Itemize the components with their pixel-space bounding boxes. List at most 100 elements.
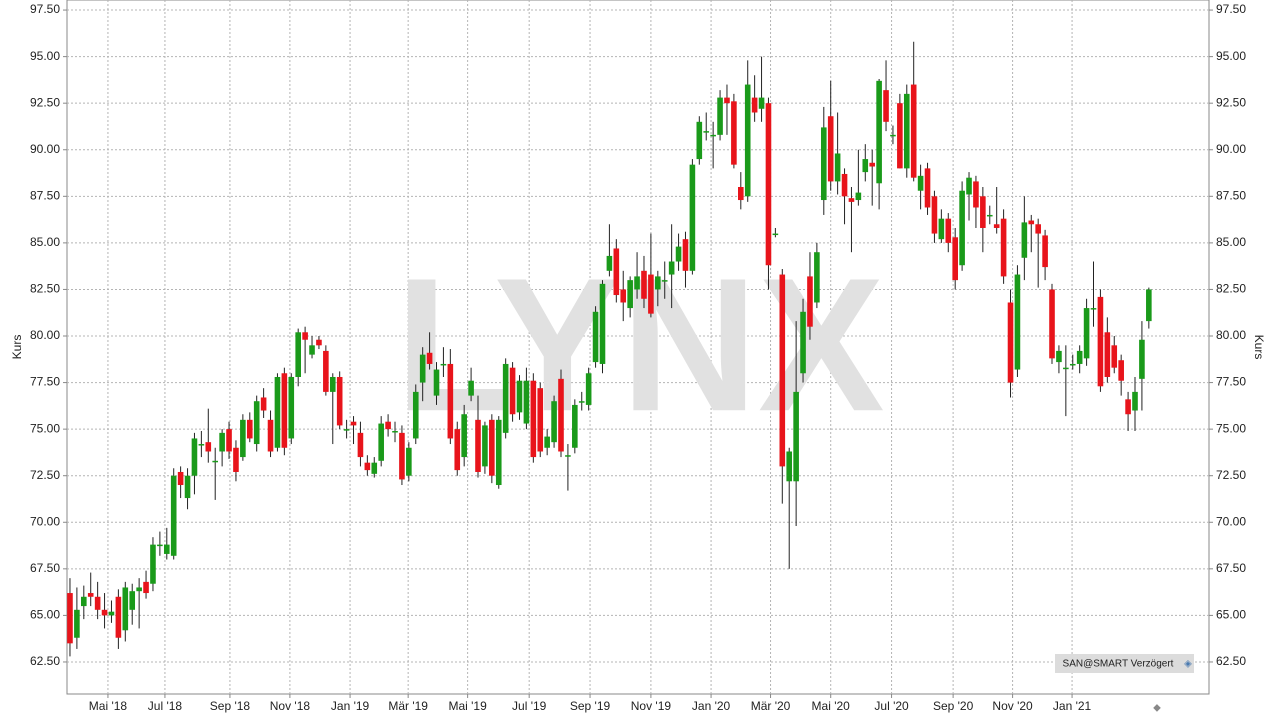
candle-body <box>274 376 281 448</box>
candle-body <box>793 391 799 482</box>
candle-body <box>917 175 924 191</box>
candle-body <box>170 475 177 556</box>
y-tick-label: 95.00 <box>30 49 60 63</box>
candle-body <box>260 397 267 411</box>
candle-body <box>1007 302 1014 383</box>
candle-body <box>440 363 447 366</box>
candle-body <box>1035 224 1041 234</box>
candle-body <box>869 162 876 167</box>
candle-body <box>433 369 440 396</box>
candle-body <box>578 401 585 403</box>
scroll-handle[interactable]: ◆ <box>1153 703 1161 714</box>
candle-body <box>613 248 620 296</box>
candle-body <box>910 84 917 178</box>
candle-body <box>717 97 723 135</box>
x-tick-label: Nov '18 <box>270 699 311 713</box>
candle-body <box>544 436 550 448</box>
y-tick-label: 82.50 <box>30 282 60 296</box>
y-tick-label: 80.00 <box>30 328 60 342</box>
candle-body <box>565 455 571 457</box>
candle-body <box>454 429 461 471</box>
x-tick-label: Mär '19 <box>388 699 428 713</box>
candle-body <box>668 261 675 275</box>
candle-body <box>1069 363 1076 366</box>
x-tick-label: Mai '20 <box>812 699 851 713</box>
x-tick-label: Sep '18 <box>210 699 251 713</box>
y-tick-label: 75.00 <box>30 421 60 435</box>
y-tick-label: 65.00 <box>30 608 60 622</box>
candle-body <box>115 596 122 638</box>
candle-body <box>198 444 205 446</box>
watermark: LYNX <box>395 239 884 451</box>
candle-body <box>371 462 378 474</box>
candle-body <box>426 352 433 364</box>
candle-body <box>489 419 495 476</box>
candle-body <box>682 239 689 271</box>
candle-body <box>841 173 848 197</box>
y2-tick-label: 87.50 <box>1216 188 1246 202</box>
candle-body <box>572 404 578 448</box>
source-box <box>1055 654 1194 673</box>
candle-body <box>924 168 931 208</box>
info-icon[interactable]: ◈ <box>1184 659 1192 670</box>
candle-body <box>1139 339 1145 379</box>
candle-body <box>952 237 958 281</box>
candle-body <box>738 187 744 201</box>
candle-body <box>509 367 516 415</box>
candle-body <box>329 376 336 392</box>
candle-body <box>219 432 225 452</box>
candle-body <box>253 401 260 445</box>
candle-body <box>772 233 779 236</box>
candle-body <box>323 350 329 392</box>
candle-body <box>309 345 315 355</box>
candle-body <box>212 460 219 463</box>
candle-body <box>675 246 682 262</box>
candle-body <box>482 425 488 467</box>
y2-tick-label: 67.50 <box>1216 561 1246 575</box>
candle-body <box>226 429 232 452</box>
y2-tick-label: 65.00 <box>1216 608 1246 622</box>
y2-tick-label: 80.00 <box>1216 328 1246 342</box>
candle-body <box>599 283 606 364</box>
candle-body <box>343 429 350 431</box>
candle-body <box>1063 367 1069 370</box>
candle-body <box>94 596 101 610</box>
candle-body <box>786 451 793 482</box>
candle-body <box>1104 332 1111 377</box>
candle-body <box>1014 274 1021 370</box>
candle-body <box>412 391 419 439</box>
candle-body <box>627 280 633 309</box>
y2-tick-label: 77.50 <box>1216 375 1246 389</box>
candle-body <box>834 153 841 182</box>
y-tick-label: 92.50 <box>30 95 60 109</box>
candle-body <box>1097 296 1104 387</box>
candle-body <box>67 593 73 644</box>
candle-body <box>1028 220 1035 225</box>
candle-body <box>385 421 391 430</box>
candle-body <box>281 373 288 448</box>
x-tick-label: Jul '19 <box>512 699 547 713</box>
candle-body <box>1132 391 1138 411</box>
source-label: SAN@SMART Verzögert <box>1063 659 1174 670</box>
candle-body <box>302 332 308 340</box>
candle-body <box>620 289 627 303</box>
candle-body <box>447 363 454 439</box>
y-axis-title: Kurs <box>10 335 24 360</box>
y2-tick-label: 90.00 <box>1216 142 1246 156</box>
candle-body <box>993 224 1000 228</box>
candle-body <box>1118 360 1124 381</box>
candle-body <box>903 93 910 169</box>
candle-body <box>150 544 156 584</box>
y2-tick-label: 82.50 <box>1216 282 1246 296</box>
candle-body <box>364 462 371 471</box>
candle-body <box>295 332 301 377</box>
candle-body <box>191 438 198 476</box>
candle-body <box>399 432 405 480</box>
candle-body <box>136 587 142 592</box>
candle-body <box>406 447 412 476</box>
candle-body <box>1049 289 1055 359</box>
candle-body <box>1090 308 1097 310</box>
candle-body <box>1083 308 1090 359</box>
y2-tick-label: 95.00 <box>1216 49 1246 63</box>
